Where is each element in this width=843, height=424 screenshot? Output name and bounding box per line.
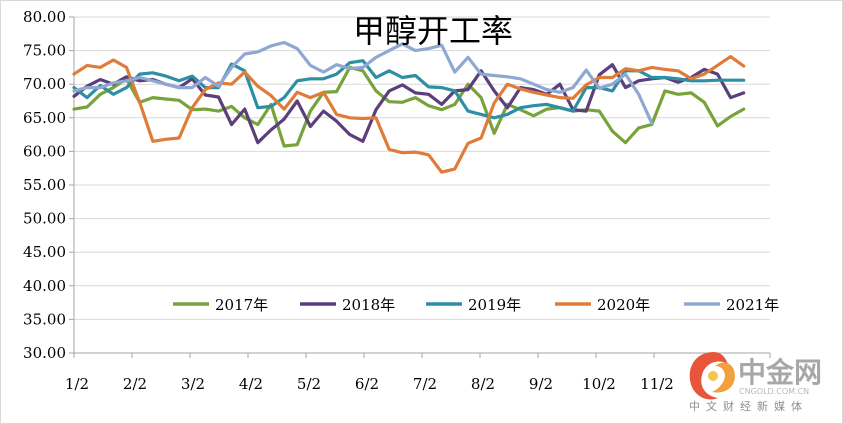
x-axis: 1/2 2/2 3/2 4/2 5/2 6/2 7/2 8/2 9/2 10/2 11/2 — [65, 352, 771, 393]
watermark-logo: 中金网 CNGOLD.COM.CN 中文财经新媒体 — [689, 352, 822, 413]
series-line-2020 — [72, 54, 746, 174]
x-tick-label: 9/2 — [529, 375, 553, 393]
x-tick-label: 5/2 — [297, 375, 321, 393]
cngold-logo-icon — [689, 352, 735, 400]
x-tick-label: 2/2 — [123, 375, 147, 393]
x-tick-label: 8/2 — [471, 375, 495, 393]
y-tick-label: 30.00 — [23, 344, 66, 362]
legend: 2017年 2018年 2019年 2020年 2021年 — [173, 296, 779, 314]
y-tick-label: 65.00 — [23, 109, 66, 127]
series-layer — [72, 40, 746, 174]
series-line-2017 — [72, 65, 746, 148]
x-tick-label: 6/2 — [355, 375, 379, 393]
y-tick-label: 40.00 — [23, 277, 66, 295]
y-axis: 30.00 35.00 40.00 45.00 50.00 55.00 60.00 65.00… — [23, 8, 75, 362]
y-tick-label: 80.00 — [23, 8, 66, 26]
y-tick-label: 75.00 — [23, 42, 66, 60]
y-tick-label: 35.00 — [23, 310, 66, 328]
watermark-brand: 中金网 — [738, 356, 822, 389]
y-tick-label: 55.00 — [23, 176, 66, 194]
watermark-domain: CNGOLD.COM.CN — [739, 387, 809, 396]
series-line-2021 — [72, 40, 654, 125]
watermark-tagline: 中文财经新媒体 — [689, 399, 808, 413]
legend-label: 2021年 — [726, 296, 779, 314]
legend-label: 2018年 — [342, 296, 395, 314]
x-tick-label: 10/2 — [582, 375, 616, 393]
legend-label: 2019年 — [468, 296, 521, 314]
chart-title: 甲醇开工率 — [353, 12, 513, 50]
x-tick-label: 1/2 — [65, 375, 89, 393]
y-tick-label: 50.00 — [23, 210, 66, 228]
y-tick-label: 60.00 — [23, 142, 66, 160]
x-tick-label: 11/2 — [640, 375, 674, 393]
y-tick-label: 45.00 — [23, 243, 66, 261]
x-tick-label: 3/2 — [181, 375, 205, 393]
legend-label: 2017年 — [215, 296, 268, 314]
x-tick-label: 7/2 — [413, 375, 437, 393]
x-tick-label: 4/2 — [239, 375, 263, 393]
legend-label: 2020年 — [597, 296, 650, 314]
y-tick-label: 70.00 — [23, 75, 66, 93]
